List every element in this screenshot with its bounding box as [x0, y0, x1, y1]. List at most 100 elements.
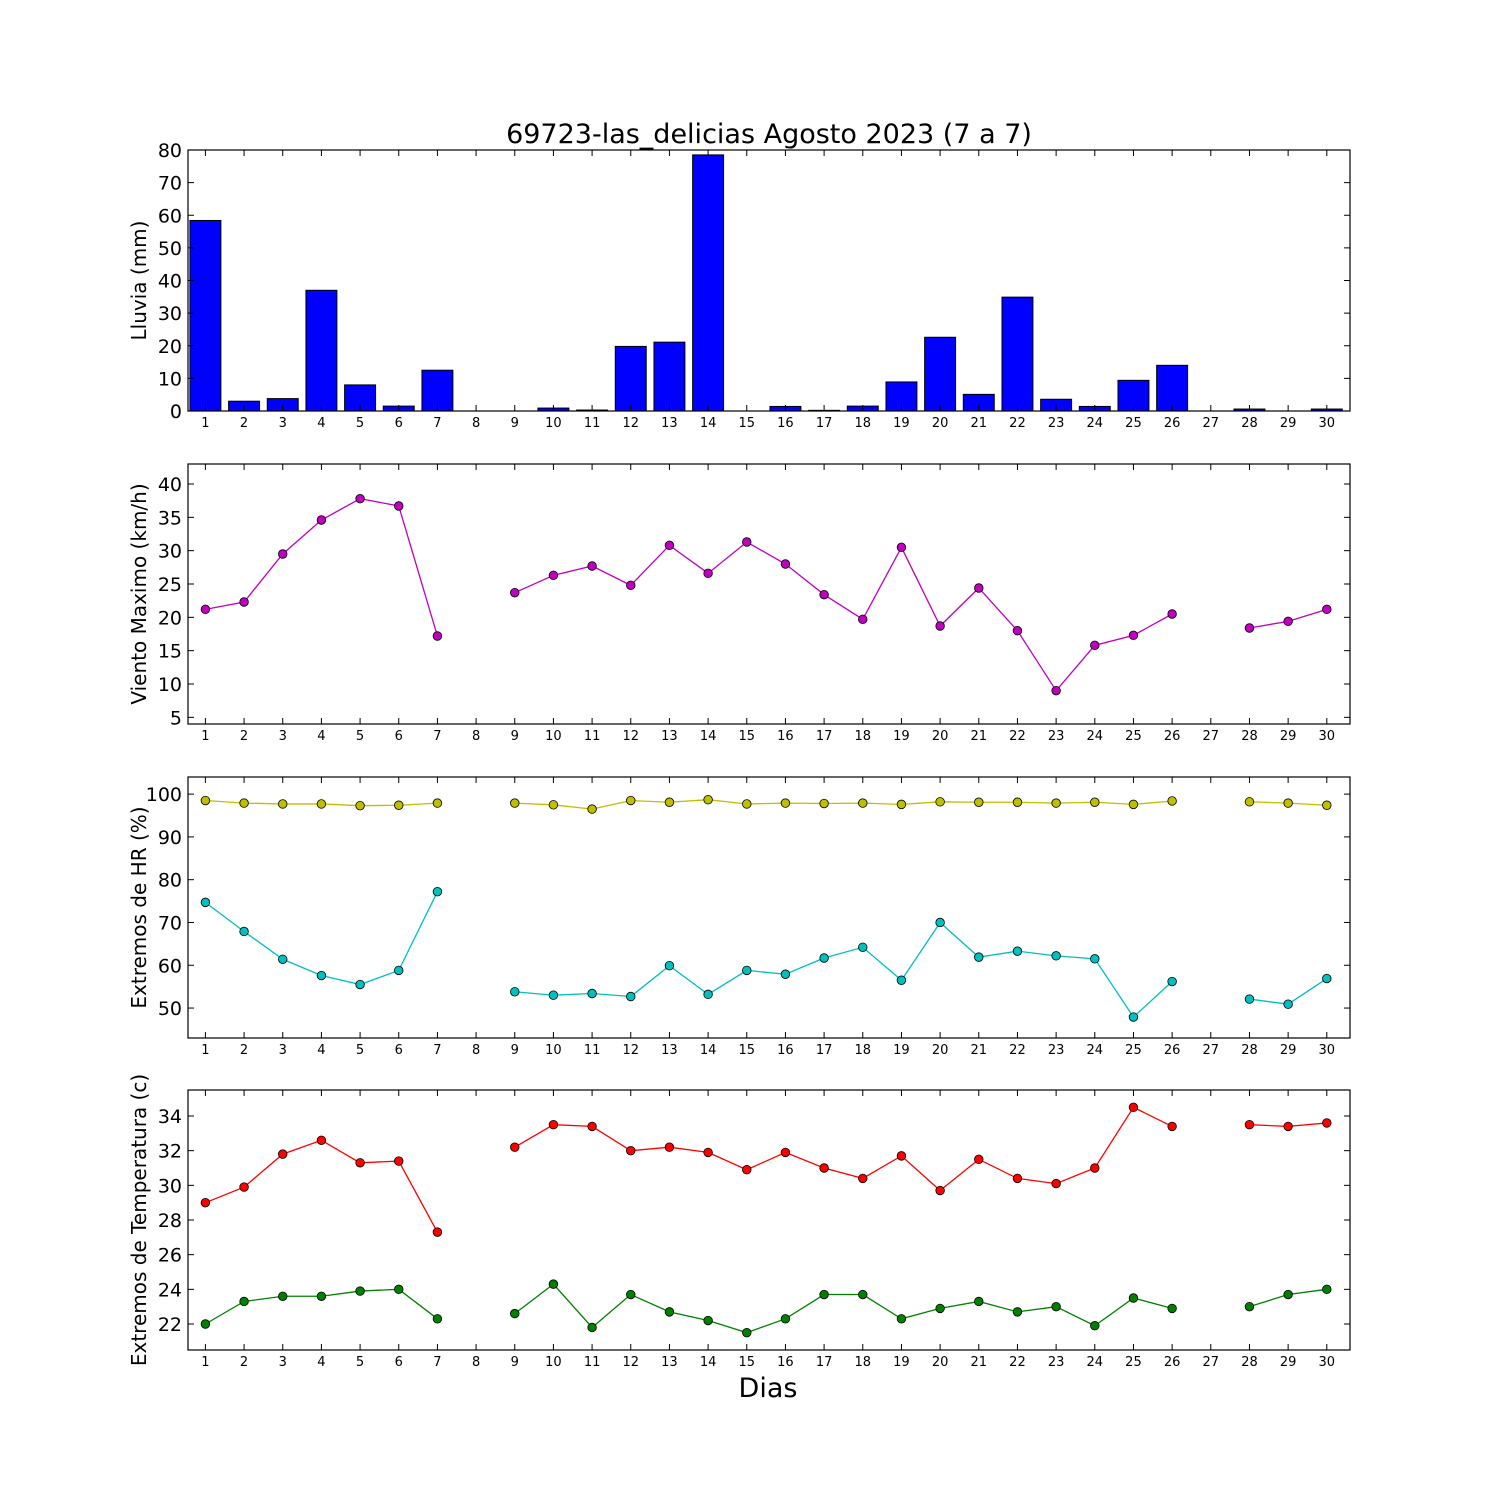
wind-y-tick-label: 15	[158, 641, 182, 663]
hr-series-1-point-day-21	[974, 797, 984, 807]
rain-y-tick-label: 60	[158, 205, 182, 227]
rain-y-axis-label: Lluvia (mm)	[127, 221, 151, 341]
temp-series-2-point-day-21	[974, 1296, 984, 1307]
hr-series-1-point-day-7	[432, 798, 443, 808]
hr-series-1-point-day-26	[1167, 796, 1177, 806]
hr-series-2-point-day-2	[239, 926, 249, 937]
hr-x-tick-label: 20	[932, 1043, 949, 1058]
rain-bar-day-14	[692, 154, 725, 412]
hr-series-2-point-day-19	[896, 975, 907, 985]
wind-x-tick-label: 24	[1087, 729, 1104, 744]
hr-x-tick-label: 26	[1164, 1043, 1181, 1058]
hr-series-2-line-2	[514, 921, 1173, 1019]
wind-x-tick-label: 10	[545, 729, 562, 744]
wind-x-tick-label: 19	[893, 729, 910, 744]
wind-series-1-point-day-21	[974, 583, 984, 593]
hr-x-tick-label: 30	[1319, 1043, 1336, 1058]
hr-series-2-point-day-28	[1244, 994, 1255, 1004]
wind-x-tick-label: 22	[1009, 729, 1026, 744]
temp-series-1-point-day-29	[1283, 1121, 1293, 1132]
wind-x-tick-label: 26	[1164, 729, 1181, 744]
temp-series-2-point-day-3	[278, 1291, 288, 1301]
temp-series-1-point-day-14	[703, 1147, 713, 1158]
temp-series-2-point-day-18	[858, 1289, 868, 1300]
hr-y-tick-label: 50	[158, 998, 182, 1020]
hr-y-axis-label: Extremos de HR (%)	[127, 806, 151, 1008]
hr-series-2-point-day-29	[1283, 999, 1293, 1009]
temp-x-tick-label: 30	[1319, 1355, 1336, 1370]
hr-series-1-point-day-17	[819, 798, 829, 809]
hr-series-1-point-day-6	[394, 800, 404, 810]
wind-series-1-point-day-7	[432, 631, 443, 641]
temp-series-1-point-day-6	[394, 1156, 404, 1166]
temp-x-tick-label: 24	[1087, 1355, 1104, 1370]
rain-y-tick-label: 40	[158, 271, 182, 293]
rain-x-tick-label: 14	[700, 416, 717, 431]
hr-series-1-point-day-9	[510, 798, 520, 808]
temp-x-tick-label: 23	[1048, 1355, 1065, 1370]
rain-x-tick-label: 19	[893, 416, 910, 431]
hr-series-2-point-day-18	[858, 942, 868, 952]
temp-series-2-point-day-10	[548, 1279, 559, 1289]
temp-x-tick-label: 14	[700, 1355, 717, 1370]
hr-series-1-point-day-11	[587, 804, 597, 814]
temp-x-tick-label: 5	[356, 1355, 364, 1370]
hr-series-1-point-day-2	[239, 798, 249, 808]
hr-x-tick-label: 5	[356, 1043, 364, 1058]
wind-series-1-point-day-30	[1322, 604, 1332, 615]
hr-series-2-point-day-3	[278, 954, 288, 964]
hr-x-tick-label: 11	[584, 1043, 601, 1058]
rainfall-panel: 1 2 3 4 5 6 7 8 9 10 11 12 13 14 15 16 17 18 19 20 21 22 23 24 2…	[127, 140, 1351, 431]
wind-series-1-point-day-9	[510, 587, 520, 598]
temp-series-1-point-day-15	[742, 1165, 752, 1175]
hr-y-tick-label: 90	[158, 827, 182, 849]
wind-x-tick-label: 20	[932, 729, 949, 744]
rain-x-tick-label: 23	[1048, 416, 1065, 431]
temp-series-2-point-day-30	[1322, 1284, 1332, 1295]
wind-series-1-point-day-22	[1012, 625, 1023, 636]
temp-y-tick-label: 24	[158, 1279, 182, 1301]
hr-x-tick-label: 16	[777, 1043, 794, 1058]
temp-x-tick-label: 11	[584, 1355, 601, 1370]
hr-x-tick-label: 7	[433, 1043, 441, 1058]
hr-series-2-point-day-21	[974, 952, 984, 962]
temp-series-2-point-day-24	[1090, 1321, 1100, 1331]
temp-series-1-line-2	[514, 1106, 1173, 1192]
temp-series-1-point-day-24	[1090, 1163, 1100, 1173]
hr-series-2-point-day-11	[587, 988, 597, 999]
x-axis-label: Dias	[739, 1373, 798, 1404]
temp-x-tick-label: 4	[317, 1355, 325, 1370]
rain-x-tick-label: 30	[1319, 416, 1336, 431]
hr-x-tick-label: 18	[854, 1043, 871, 1058]
rain-x-tick-label: 2	[240, 416, 248, 431]
temp-y-tick-label: 32	[158, 1141, 182, 1163]
temp-series-1-point-day-20	[935, 1185, 945, 1196]
hr-series-2-point-day-14	[703, 989, 713, 1000]
wind-x-tick-label: 13	[661, 729, 678, 744]
hr-series-2-point-day-26	[1167, 976, 1177, 987]
hr-series-1-point-day-22	[1012, 797, 1023, 807]
temp-series-1-point-day-12	[626, 1145, 636, 1156]
hr-series-2-point-day-4	[316, 970, 327, 981]
hr-series-1-point-day-14	[703, 794, 713, 805]
hr-x-tick-label: 21	[971, 1043, 988, 1058]
temp-series-2-point-day-12	[626, 1289, 636, 1300]
wind-series-1-point-day-4	[316, 515, 327, 525]
rain-bar-day-26	[1156, 364, 1189, 412]
temp-x-tick-label: 3	[279, 1355, 287, 1370]
hr-x-tick-label: 6	[395, 1043, 403, 1058]
temp-x-tick-label: 29	[1280, 1355, 1297, 1370]
temp-series-2-point-day-20	[935, 1303, 945, 1314]
temp-series-1-point-day-13	[664, 1142, 675, 1152]
hr-series-1-point-day-15	[742, 799, 752, 809]
wind-y-tick-label: 10	[158, 674, 182, 696]
rain-y-tick-label: 50	[158, 238, 182, 260]
rain-x-tick-label: 29	[1280, 416, 1297, 431]
temp-x-tick-label: 13	[661, 1355, 678, 1370]
temp-series-2-point-day-1	[200, 1319, 211, 1329]
temp-series-1-point-day-1	[200, 1197, 211, 1208]
rain-x-tick-label: 1	[201, 416, 209, 431]
rain-x-tick-label: 18	[854, 416, 871, 431]
wind-series-1-point-day-16	[780, 559, 791, 569]
rain-y-tick-label: 10	[158, 368, 182, 390]
